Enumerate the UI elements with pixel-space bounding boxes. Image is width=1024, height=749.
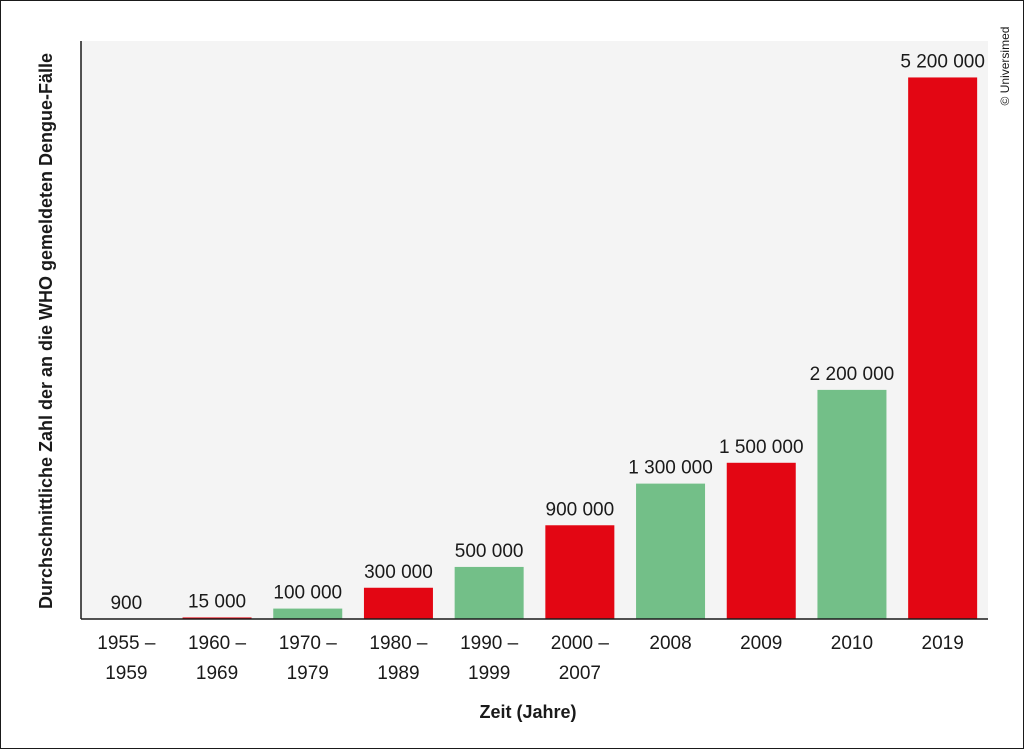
x-tick-label-line: 2019	[922, 633, 964, 654]
bar-value-label: 5 200 000	[900, 51, 985, 72]
bar-value-label: 1 500 000	[719, 437, 804, 458]
x-tick-label: 2009	[740, 633, 782, 654]
x-tick-label-line: 1955 –	[97, 633, 156, 654]
x-tick-label: 2000 – 2007	[551, 633, 610, 684]
bar	[273, 608, 343, 619]
bar	[182, 617, 252, 619]
value-labels-group: 900 15 000 100 000 300 000 500 000 900 000 1 3…	[110, 51, 984, 613]
bar-value-label: 900	[110, 593, 142, 614]
bar-value-label: 1 300 000	[628, 458, 713, 479]
bar	[454, 566, 524, 619]
bar	[726, 462, 796, 619]
bar	[817, 389, 887, 619]
bar	[545, 525, 615, 619]
x-tick-label-line: 2009	[740, 633, 782, 654]
bar-value-label: 100 000	[273, 583, 342, 604]
bar	[363, 587, 433, 619]
x-tick-label: 1955 – 1959	[97, 633, 156, 684]
x-tick-label-line: 2000 –	[551, 633, 610, 654]
x-tick-label-line: 1980 –	[369, 633, 428, 654]
copyright-credit: © Universimed	[998, 27, 1012, 106]
bars-group	[91, 77, 978, 620]
x-tick-label: 1970 – 1979	[279, 633, 338, 684]
x-axis-title: Zeit (Jahre)	[479, 702, 576, 722]
bar-value-label: 300 000	[364, 562, 433, 583]
x-tick-label: 1980 – 1989	[369, 633, 428, 684]
x-tick-label: 1960 – 1969	[188, 633, 247, 684]
bar-value-label: 15 000	[188, 591, 246, 612]
x-tick-labels-group: 1955 – 1959 1960 – 1969 1970 – 1979 1980 – 1989…	[97, 633, 964, 684]
x-tick-label: 2019	[922, 633, 964, 654]
x-tick-label-line: 2010	[831, 633, 873, 654]
bar-value-label: 500 000	[455, 541, 524, 562]
bar	[636, 483, 706, 619]
bar-value-label: 2 200 000	[810, 364, 895, 385]
x-tick-label-line: 1990 –	[460, 633, 519, 654]
x-tick-label-line: 1979	[287, 663, 329, 684]
x-tick-label-line: 1969	[196, 663, 238, 684]
bar-value-label: 900 000	[546, 499, 615, 520]
bar	[908, 77, 978, 620]
x-tick-label: 2008	[649, 633, 691, 654]
x-tick-label: 1990 – 1999	[460, 633, 519, 684]
x-tick-label-line: 1960 –	[188, 633, 247, 654]
y-axis-title: Durchschnittliche Zahl der an die WHO ge…	[36, 53, 56, 609]
x-tick-label-line: 1959	[105, 663, 147, 684]
x-tick-label-line: 1999	[468, 663, 510, 684]
x-tick-label-line: 1970 –	[279, 633, 338, 654]
x-tick-label: 2010	[831, 633, 873, 654]
x-tick-label-line: 2008	[649, 633, 691, 654]
x-tick-label-line: 2007	[559, 663, 601, 684]
x-tick-label-line: 1989	[377, 663, 419, 684]
